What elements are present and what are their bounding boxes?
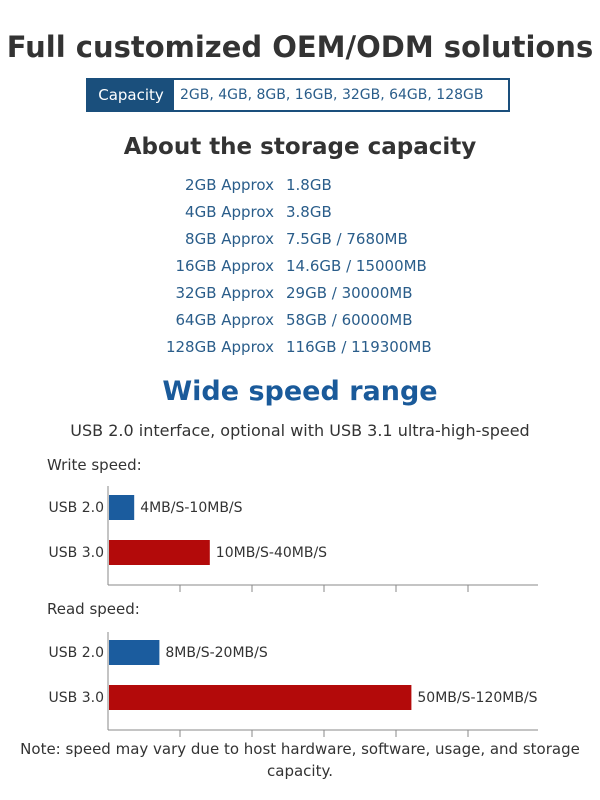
write-category-label: USB 3.0 — [49, 545, 104, 561]
read-speed-chart: USB 2.0 8MB/S-20MB/S USB 3.0 50MB/S-120MB/S — [49, 632, 538, 737]
capacity-actual: 7.5GB / 7680MB — [286, 230, 408, 248]
read-data-label: 50MB/S-120MB/S — [417, 690, 537, 706]
capacity-row: 32GB Approx 29GB / 30000MB — [0, 280, 600, 307]
write-category-label: USB 2.0 — [49, 500, 104, 516]
write-data-label: 4MB/S-10MB/S — [140, 500, 242, 516]
write-speed-title: Write speed: — [47, 456, 142, 474]
page-title: Full customized OEM/ODM solutions — [6, 30, 594, 64]
read-category-label: USB 2.0 — [49, 645, 104, 661]
write-data-label: 10MB/S-40MB/S — [216, 545, 327, 561]
capacity-nominal: 2GB Approx — [185, 176, 274, 194]
capacity-nominal: 16GB Approx — [175, 257, 274, 275]
capacity-table: 2GB Approx 1.8GB 4GB Approx 3.8GB 8GB Ap… — [0, 172, 600, 361]
capacity-actual: 1.8GB — [286, 176, 332, 194]
capacity-row: 16GB Approx 14.6GB / 15000MB — [0, 253, 600, 280]
write-bar-USB30 — [109, 540, 210, 565]
capacity-row: 64GB Approx 58GB / 60000MB — [0, 307, 600, 334]
capacity-actual: 29GB / 30000MB — [286, 284, 413, 302]
about-capacity-heading: About the storage capacity — [123, 134, 477, 160]
read-bar-USB30 — [109, 685, 412, 710]
capacity-row: 8GB Approx 7.5GB / 7680MB — [0, 226, 600, 253]
write-bar-USB20 — [109, 495, 135, 520]
capacity-box: Capacity 2GB, 4GB, 8GB, 16GB, 32GB, 64GB… — [86, 78, 510, 112]
read-data-label: 8MB/S-20MB/S — [165, 645, 267, 661]
capacity-row: 4GB Approx 3.8GB — [0, 199, 600, 226]
capacity-nominal: 64GB Approx — [175, 311, 274, 329]
capacity-row: 128GB Approx 116GB / 119300MB — [0, 334, 600, 361]
capacity-actual: 14.6GB / 15000MB — [286, 257, 427, 275]
capacity-row: 2GB Approx 1.8GB — [0, 172, 600, 199]
capacity-nominal: 32GB Approx — [175, 284, 274, 302]
speed-heading: Wide speed range — [162, 376, 438, 407]
capacity-label: Capacity — [88, 80, 174, 110]
capacity-nominal: 128GB Approx — [165, 338, 274, 356]
read-category-label: USB 3.0 — [49, 690, 104, 706]
capacity-nominal: 4GB Approx — [185, 203, 274, 221]
capacity-actual: 3.8GB — [286, 203, 332, 221]
speed-note: Note: speed may vary due to host hardwar… — [20, 740, 580, 780]
capacity-actual: 116GB / 119300MB — [286, 338, 432, 356]
capacity-nominal: 8GB Approx — [185, 230, 274, 248]
write-speed-chart: USB 2.0 4MB/S-10MB/S USB 3.0 10MB/S-40MB/S — [49, 486, 538, 592]
read-bar-USB20 — [109, 640, 160, 665]
capacity-actual: 58GB / 60000MB — [286, 311, 413, 329]
speed-subtitle: USB 2.0 interface, optional with USB 3.1… — [70, 421, 530, 440]
read-speed-title: Read speed: — [47, 600, 140, 618]
capacity-values: 2GB, 4GB, 8GB, 16GB, 32GB, 64GB, 128GB — [180, 87, 484, 103]
